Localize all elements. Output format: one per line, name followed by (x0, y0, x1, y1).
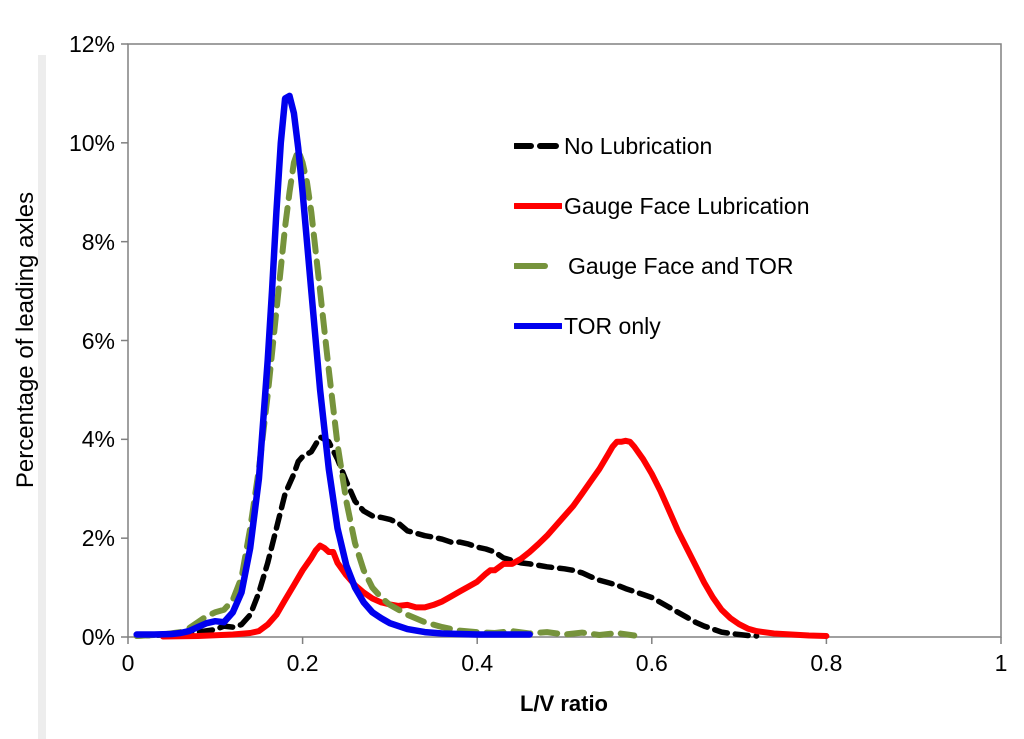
legend-label: No Lubrication (564, 132, 713, 159)
legend-item-tor-only: TOR only (514, 296, 810, 356)
y-tick-label: 10% (68, 129, 115, 156)
legend-item-no-lubrication: No Lubrication (514, 116, 810, 176)
y-tick-label: 6% (81, 327, 115, 354)
x-tick-label: 0 (121, 650, 135, 676)
legend-label: TOR only (564, 312, 661, 339)
legend: No Lubrication Gauge Face Lubrication Ga… (514, 116, 810, 356)
y-tick-label: 0% (81, 624, 115, 650)
x-tick-label: 0.8 (810, 650, 843, 676)
series-line-gauge-face-and-tor (133, 147, 638, 639)
series-line-no-lubrication (133, 434, 760, 639)
legend-label: Gauge Face Lubrication (564, 192, 810, 219)
x-tick-label: 1 (994, 650, 1008, 676)
series-line-tor-only (133, 92, 533, 638)
x-tick-label: 0.6 (635, 650, 668, 676)
x-axis-title: L/V ratio (519, 691, 608, 716)
legend-item-gauge-face-and-tor: Gauge Face and TOR (514, 236, 810, 296)
page-edge-artifact (38, 55, 46, 739)
legend-swatch-dash-olive-icon (514, 263, 562, 269)
legend-label: Gauge Face and TOR (568, 252, 794, 279)
y-axis-title: Percentage of leading axles (12, 191, 39, 489)
legend-swatch-solid-blue-icon (514, 323, 562, 329)
x-tick-label: 0.4 (461, 650, 494, 676)
legend-item-gauge-face-lubrication: Gauge Face Lubrication (514, 176, 810, 236)
y-tick-label: 2% (81, 525, 115, 552)
y-tick-label: 12% (68, 31, 115, 57)
series-line-gauge-face-lubrication (159, 437, 830, 640)
y-tick-label: 4% (81, 426, 115, 453)
legend-swatch-solid-red-icon (514, 203, 562, 209)
legend-swatch-dashed-black-icon (514, 143, 562, 149)
y-tick-label: 8% (81, 228, 115, 255)
x-tick-label: 0.2 (286, 650, 319, 676)
